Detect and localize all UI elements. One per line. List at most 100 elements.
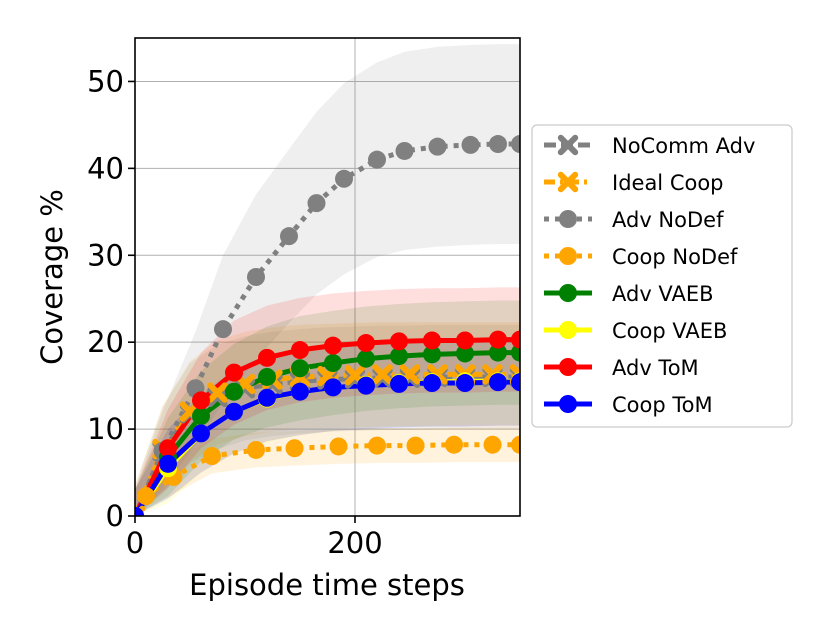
legend-marker (557, 171, 579, 193)
y-tick-label: 10 (87, 412, 124, 446)
point-coop-nodef (511, 435, 520, 454)
legend-label: NoComm Adv (612, 134, 755, 158)
point-coop-tom (192, 424, 210, 443)
x-axis-label: Episode time steps (189, 568, 465, 602)
legend-marker (559, 247, 577, 265)
point-coop-nodef (368, 436, 386, 455)
legend-entry-coop-vaeb: Coop VAEB (544, 319, 727, 343)
legend-label: Ideal Coop (612, 171, 724, 195)
point-coop-tom (135, 507, 144, 516)
point-adv-tom (423, 331, 441, 350)
point-coop-tom (159, 454, 177, 473)
band-adv-tom (135, 287, 520, 516)
legend-label: Coop ToM (612, 393, 713, 417)
y-tick-label: 50 (87, 64, 124, 98)
point-adv-nodef (214, 320, 232, 339)
point-coop-nodef (406, 436, 425, 455)
band-adv-nodef (135, 44, 520, 516)
legend-entry-coop-tom: Coop ToM (544, 393, 713, 417)
point-adv-tom (192, 391, 210, 410)
legend-label: Adv VAEB (612, 282, 714, 306)
legend-marker (559, 210, 577, 228)
legend-marker (559, 395, 577, 413)
marker-stroke (344, 365, 366, 386)
point-adv-tom (390, 332, 408, 351)
legend-marker (557, 134, 579, 156)
point-adv-nodef (511, 135, 520, 154)
y-tick-label: 30 (87, 238, 124, 272)
point-coop-nodef (483, 435, 502, 454)
point-coop-tom (511, 373, 520, 392)
point-adv-vaeb (489, 343, 507, 362)
point-adv-vaeb (192, 407, 210, 426)
legend-marker (559, 358, 577, 376)
point-adv-vaeb (258, 367, 276, 386)
point-adv-nodef (461, 135, 480, 154)
point-adv-nodef (489, 135, 507, 154)
point-adv-tom (456, 331, 474, 350)
series-markers (135, 135, 520, 516)
point-adv-tom (511, 330, 520, 349)
marker-stroke (372, 364, 393, 385)
point-coop-nodef (445, 435, 463, 454)
legend-label: Adv ToM (612, 356, 699, 380)
plot-frame (134, 37, 521, 517)
x-tick-label: 0 (126, 526, 144, 560)
point-adv-vaeb (390, 347, 408, 366)
point-adv-vaeb (357, 349, 375, 368)
point-adv-tom (489, 330, 507, 349)
point-coop-tom (423, 374, 441, 393)
y-tick-label: 20 (87, 325, 124, 359)
legend-entry-adv-tom: Adv ToM (544, 356, 699, 380)
legend-label: Coop VAEB (612, 319, 727, 343)
point-adv-nodef (247, 268, 265, 286)
point-coop-tom (225, 402, 243, 421)
point-adv-vaeb (423, 345, 441, 364)
marker-stroke (557, 134, 579, 156)
legend-entry-nocomm-adv: NoComm Adv (544, 134, 755, 158)
point-adv-nodef (307, 194, 326, 213)
band-coop-nodef (135, 427, 520, 516)
point-coop-tom (357, 376, 375, 395)
legend-entry-coop-nodef: Coop NoDef (544, 245, 738, 269)
point-nocomm-adv (207, 386, 228, 408)
point-coop-tom (489, 373, 507, 392)
point-adv-nodef (280, 227, 298, 246)
point-adv-vaeb (456, 344, 474, 363)
point-adv-nodef (395, 141, 414, 160)
point-ideal-coop (207, 382, 228, 403)
point-coop-nodef (247, 440, 265, 459)
point-ideal-coop (372, 364, 393, 385)
point-coop-tom (390, 374, 408, 393)
point-adv-vaeb (291, 359, 309, 378)
x-tick-label: 200 (327, 526, 382, 560)
legend-label: Coop NoDef (612, 245, 738, 269)
y-axis-label: Coverage % (35, 189, 69, 365)
point-adv-nodef (428, 137, 447, 156)
marker-stroke (557, 171, 579, 193)
point-coop-nodef (285, 439, 304, 458)
point-coop-tom (258, 388, 276, 407)
legend-entry-adv-nodef: Adv NoDef (544, 208, 724, 232)
legend-frame (531, 124, 793, 428)
point-coop-nodef (329, 437, 348, 456)
point-adv-tom (258, 348, 276, 367)
marker-stroke (207, 386, 228, 408)
legend-entry-ideal-coop: Ideal Coop (544, 171, 724, 195)
x-axis-ticks: 0 200 (126, 516, 383, 560)
marker-stroke (207, 382, 228, 403)
point-coop-tom (324, 378, 342, 397)
point-adv-tom (225, 363, 243, 382)
legend-marker (559, 321, 577, 339)
legend-entry-adv-vaeb: Adv VAEB (544, 282, 714, 306)
point-coop-tom (291, 382, 309, 401)
y-axis-ticks: 0 10 20 30 40 50 (87, 64, 135, 533)
point-adv-tom (357, 334, 375, 353)
point-adv-tom (291, 341, 309, 360)
point-adv-vaeb (324, 354, 342, 373)
point-adv-vaeb (225, 382, 243, 401)
point-adv-nodef (335, 169, 353, 188)
point-coop-nodef (137, 487, 155, 506)
marker-stroke (509, 364, 520, 379)
